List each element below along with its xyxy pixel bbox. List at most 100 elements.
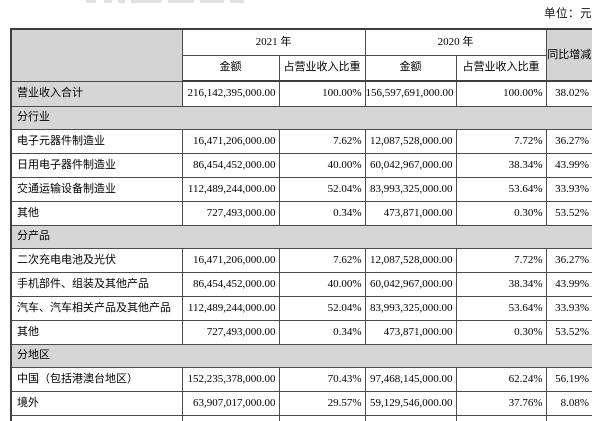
- share-2020: 7.72%: [455, 128, 547, 154]
- amount-2021: 16,471,206,000.00: [181, 247, 280, 273]
- share-2021: 40.00%: [278, 152, 366, 178]
- amount-2020: 12,087,528,000.00: [364, 247, 457, 273]
- share-2020: 53.64%: [455, 176, 547, 202]
- header-row-years: 2021 年 2020 年 同比增减: [10, 28, 592, 82]
- section-label: 分产品: [10, 224, 592, 249]
- share-2021: 70.43%: [278, 366, 366, 392]
- table-row: 日用电子器件制造业 86,454,452,000.00 40.00% 60,042,9…: [10, 152, 592, 178]
- amount-2021: 727,493,000.00: [181, 200, 280, 226]
- header-row-measures: 金额 占营业收入比重 金额 占营业收入比重: [11, 54, 592, 82]
- cutoff-cell: [364, 414, 457, 421]
- amount-2021: 112,489,244,000.00: [181, 176, 280, 202]
- amount-2020: 473,871,000.00: [364, 319, 457, 345]
- table-row: 电子元器件制造业 16,471,206,000.00 7.62% 12,087,528…: [10, 128, 592, 154]
- amount-2020: 83,993,325,000.00: [364, 176, 457, 202]
- cutoff-row: [10, 414, 592, 421]
- amount-2021: 63,907,017,000.00: [181, 390, 280, 416]
- yoy-change: 33.93%: [545, 176, 592, 202]
- header-year-2021: 2021 年: [181, 28, 366, 56]
- cutoff-text-fragment: [131, 0, 161, 3]
- share-2020: 100.00%: [455, 80, 547, 107]
- cutoff-cell: [545, 414, 592, 421]
- table-row: 境外 63,907,017,000.00 29.57% 59,129,546,000.…: [10, 390, 592, 416]
- share-2020: 37.76%: [455, 390, 547, 416]
- amount-2021: 16,471,206,000.00: [181, 128, 280, 154]
- amount-2020: 59,129,546,000.00: [364, 390, 457, 416]
- amount-2021: 86,454,452,000.00: [181, 271, 280, 297]
- row-label: 境外: [10, 390, 183, 416]
- amount-2021: 152,235,378,000.00: [181, 366, 280, 392]
- section-row: 分产品: [10, 224, 592, 249]
- amount-2020: 12,087,528,000.00: [364, 128, 457, 154]
- share-2020: 0.30%: [455, 200, 547, 226]
- table-row: 中国（包括港澳台地区） 152,235,378,000.00 70.43% 97,46…: [10, 366, 592, 392]
- yoy-change: 36.27%: [545, 128, 592, 154]
- amount-2020: 156,597,691,000.00: [364, 80, 457, 107]
- share-2020: 53.64%: [455, 295, 547, 321]
- cutoff-cell: [455, 414, 547, 421]
- yoy-change: 53.52%: [545, 200, 592, 226]
- cutoff-text-fragment: [168, 0, 194, 3]
- amount-2021: 86,454,452,000.00: [181, 152, 280, 178]
- table-row: 其他 727,493,000.00 0.34% 473,871,000.00 0.30%…: [10, 319, 592, 345]
- share-2021: 7.62%: [278, 128, 366, 154]
- share-2020: 38.34%: [455, 152, 547, 178]
- share-2021: 29.57%: [278, 390, 366, 416]
- section-row: 分行业: [10, 105, 592, 130]
- row-label: 电子元器件制造业: [10, 128, 183, 154]
- cutoff-text-fragment: [104, 0, 112, 3]
- share-2020: 38.34%: [455, 271, 547, 297]
- header-amount-2021: 金额: [181, 54, 280, 82]
- share-2021: 52.04%: [278, 176, 366, 202]
- share-2021: 40.00%: [278, 271, 366, 297]
- share-2021: 7.62%: [278, 247, 366, 273]
- cutoff-text-fragment: [230, 0, 244, 3]
- amount-2020: 60,042,967,000.00: [364, 152, 457, 178]
- amount-2020: 83,993,325,000.00: [364, 295, 457, 321]
- header-amount-2020: 金额: [364, 54, 457, 82]
- revenue-breakdown-table: 2021 年 2020 年 同比增减 金额 占营业收入比重 金额 占营业收入比重…: [10, 28, 592, 421]
- table-row: 汽车、汽车相关产品及其他产品 112,489,244,000.00 52.04% 83…: [10, 295, 592, 321]
- row-label: 营业收入合计: [10, 80, 183, 107]
- yoy-change: 33.93%: [545, 295, 592, 321]
- cutoff-text-fragment: [86, 0, 96, 3]
- header-share-2020: 占营业收入比重: [455, 54, 547, 82]
- yoy-change: 56.19%: [545, 366, 592, 392]
- share-2021: 0.34%: [278, 319, 366, 345]
- cutoff-cell: [10, 414, 183, 421]
- amount-2021: 727,493,000.00: [181, 319, 280, 345]
- row-label: 交通运输设备制造业: [10, 176, 183, 202]
- section-row: 分地区: [10, 343, 592, 368]
- header-share-2021: 占营业收入比重: [278, 54, 366, 82]
- row-label: 汽车、汽车相关产品及其他产品: [10, 295, 183, 321]
- yoy-change: 38.02%: [545, 80, 592, 107]
- section-label: 分行业: [10, 105, 592, 130]
- table-row: 手机部件、组装及其他产品 86,454,452,000.00 40.00% 60,04…: [10, 271, 592, 297]
- share-2020: 0.30%: [455, 319, 547, 345]
- row-label: 其他: [10, 200, 183, 226]
- share-2021: 0.34%: [278, 200, 366, 226]
- share-2020: 7.72%: [455, 247, 547, 273]
- yoy-change: 36.27%: [545, 247, 592, 273]
- table-body: 营业收入合计 216,142,395,000.00 100.00% 156,597,6…: [10, 80, 592, 421]
- table-row: 二次充电电池及光伏 16,471,206,000.00 7.62% 12,087,52…: [10, 247, 592, 273]
- section-label: 分地区: [10, 343, 592, 368]
- revenue-table-container: 2021 年 2020 年 同比增减 金额 占营业收入比重 金额 占营业收入比重…: [10, 28, 592, 421]
- share-2021: 52.04%: [278, 295, 366, 321]
- cutoff-text-fragment: [118, 0, 125, 3]
- amount-2020: 60,042,967,000.00: [364, 271, 457, 297]
- header-blank-cell: [10, 28, 183, 82]
- amount-2021: 216,142,395,000.00: [181, 80, 280, 107]
- row-label: 其他: [10, 319, 183, 345]
- cutoff-cell: [181, 414, 280, 421]
- table-row: 其他 727,493,000.00 0.34% 473,871,000.00 0.30%…: [10, 200, 592, 226]
- table-row: 交通运输设备制造业 112,489,244,000.00 52.04% 83,993,…: [10, 176, 592, 202]
- amount-2020: 97,468,145,000.00: [364, 366, 457, 392]
- share-2021: 100.00%: [278, 80, 366, 107]
- cutoff-cell: [278, 414, 366, 421]
- header-yoy: 同比增减: [545, 28, 592, 82]
- share-2020: 62.24%: [455, 366, 547, 392]
- header-year-2020: 2020 年: [364, 28, 547, 56]
- yoy-change: 53.52%: [545, 319, 592, 345]
- yoy-change: 43.99%: [545, 152, 592, 178]
